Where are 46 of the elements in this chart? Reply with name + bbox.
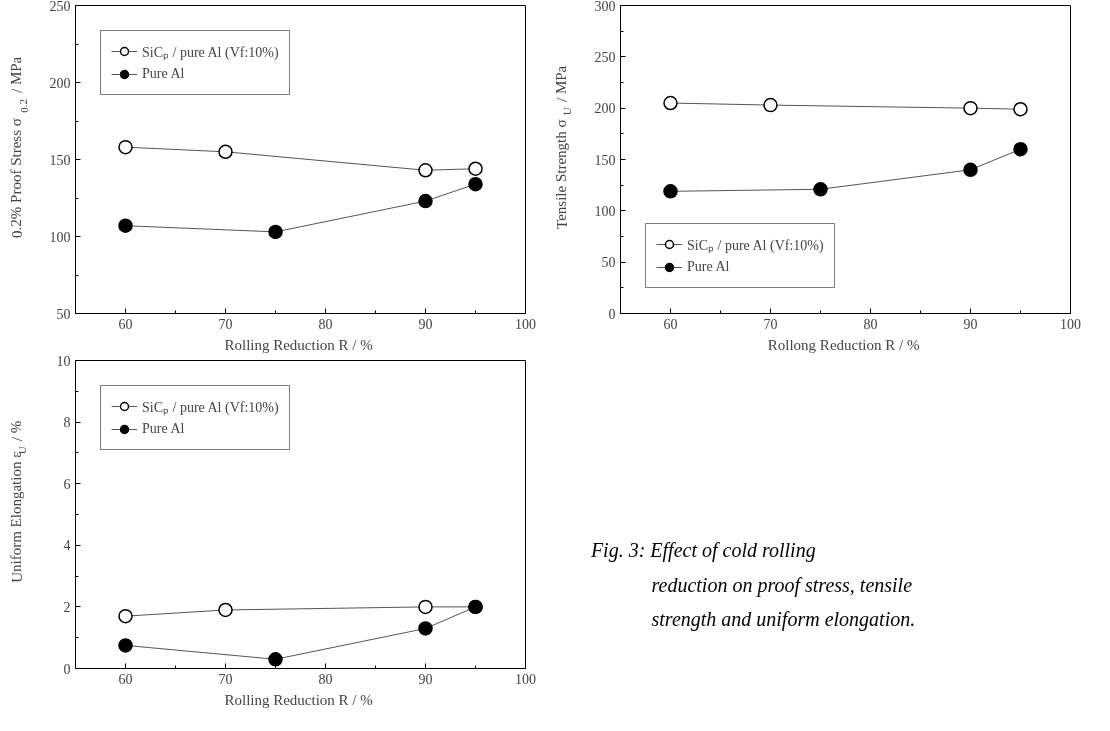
x-tick-label: 90 [418,316,433,332]
legend-label: Pure Al [142,421,185,437]
y-tick-label: 100 [594,203,616,219]
y-tick-label: 2 [63,599,71,615]
y-axis-title: Tensile Strength σU / MPa [553,65,573,229]
y-tick-label: 300 [594,0,616,14]
legend-label: Pure Al [687,259,730,275]
y-axis-title: Uniform Elongation εU / % [8,420,28,583]
x-tick-label: 80 [318,671,333,687]
x-tick-label: 90 [418,671,433,687]
y-axis-title: 0.2% Proof Stress σ0.2 / MPa [8,56,30,238]
legend-label: SiCₚ / pure Al (Vf:10%) [142,43,279,61]
x-tick-label: 80 [318,316,333,332]
y-tick-label: 4 [63,538,71,554]
y-tick-label: 10 [56,353,71,369]
y-tick-label: 250 [594,49,616,65]
x-tick-label: 70 [218,316,233,332]
x-tick-label: 60 [118,316,133,332]
x-axis-title: Rolling Reduction R / % [224,691,373,708]
x-axis-title: Rolling Reduction R / % [224,336,373,353]
x-tick-label: 90 [963,316,978,332]
y-tick-label: 200 [594,101,616,117]
y-tick-label: 150 [49,152,71,168]
x-tick-label: 70 [218,671,233,687]
y-tick-label: 0 [608,306,616,322]
y-tick-label: 0 [63,661,71,677]
x-axis-title: Rollong Reduction R / % [767,336,920,353]
x-tick-label: 100 [1060,316,1081,332]
y-tick-label: 50 [601,255,616,271]
y-tick-label: 6 [63,476,71,492]
legend-label: SiCₚ / pure Al (Vf:10%) [687,236,824,254]
y-tick-label: 100 [49,229,71,245]
legend-label: SiCₚ / pure Al (Vf:10%) [142,398,279,416]
x-tick-label: 80 [863,316,878,332]
x-tick-label: 100 [515,671,536,687]
y-tick-label: 8 [63,415,71,431]
y-tick-label: 250 [49,0,71,14]
legend-label: Pure Al [142,66,185,82]
x-tick-label: 100 [515,316,536,332]
x-tick-label: 70 [763,316,778,332]
y-tick-label: 50 [56,306,71,322]
x-tick-label: 60 [118,671,133,687]
y-tick-label: 200 [49,75,71,91]
y-tick-label: 150 [594,152,616,168]
caption: Fig. 3: Effect of cold rolling reduction on proof stress, tensile strength and uniform elongation. [589,539,916,632]
x-tick-label: 60 [663,316,678,332]
